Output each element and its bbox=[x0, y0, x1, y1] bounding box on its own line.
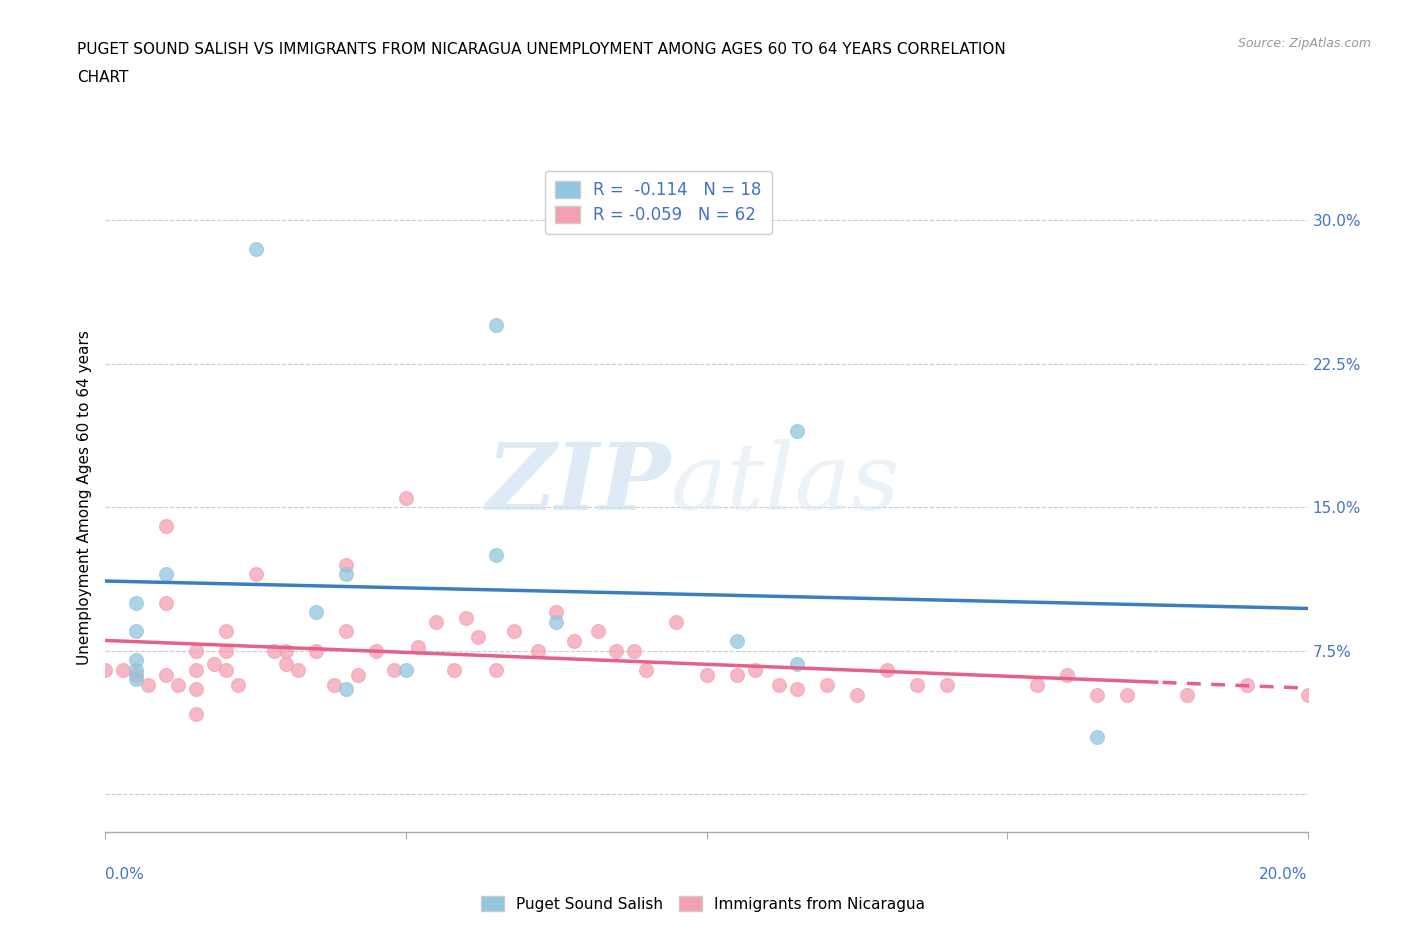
Point bbox=[155, 595, 177, 610]
Point bbox=[786, 657, 808, 671]
Y-axis label: Unemployment Among Ages 60 to 64 years: Unemployment Among Ages 60 to 64 years bbox=[77, 330, 93, 665]
Point bbox=[425, 615, 447, 630]
Point bbox=[725, 668, 748, 683]
Point bbox=[124, 668, 146, 683]
Point bbox=[184, 706, 207, 721]
Point bbox=[485, 662, 508, 677]
Point bbox=[588, 624, 610, 639]
Point bbox=[665, 615, 688, 630]
Point bbox=[467, 630, 489, 644]
Text: PUGET SOUND SALISH VS IMMIGRANTS FROM NICARAGUA UNEMPLOYMENT AMONG AGES 60 TO 64: PUGET SOUND SALISH VS IMMIGRANTS FROM NI… bbox=[77, 42, 1007, 57]
Point bbox=[245, 566, 267, 581]
Point bbox=[395, 490, 418, 505]
Point bbox=[845, 687, 868, 702]
Point bbox=[1296, 687, 1319, 702]
Point bbox=[112, 662, 135, 677]
Point bbox=[274, 644, 297, 658]
Point bbox=[364, 644, 387, 658]
Point bbox=[335, 566, 357, 581]
Point bbox=[184, 644, 207, 658]
Point bbox=[166, 678, 188, 693]
Point bbox=[443, 662, 465, 677]
Point bbox=[184, 682, 207, 697]
Point bbox=[124, 653, 146, 668]
Point bbox=[124, 662, 146, 677]
Point bbox=[214, 662, 236, 677]
Point bbox=[605, 644, 627, 658]
Point bbox=[546, 604, 568, 619]
Point bbox=[725, 633, 748, 648]
Point bbox=[744, 662, 766, 677]
Point bbox=[395, 662, 418, 677]
Point bbox=[485, 318, 508, 333]
Point bbox=[696, 668, 718, 683]
Point bbox=[94, 662, 117, 677]
Point bbox=[562, 633, 585, 648]
Point bbox=[226, 678, 249, 693]
Point bbox=[214, 624, 236, 639]
Point bbox=[335, 624, 357, 639]
Text: Source: ZipAtlas.com: Source: ZipAtlas.com bbox=[1237, 37, 1371, 50]
Point bbox=[623, 644, 645, 658]
Legend: R =  -0.114   N = 18, R = -0.059   N = 62: R = -0.114 N = 18, R = -0.059 N = 62 bbox=[546, 171, 772, 234]
Point bbox=[335, 682, 357, 697]
Point bbox=[124, 624, 146, 639]
Point bbox=[124, 671, 146, 686]
Point bbox=[382, 662, 405, 677]
Point bbox=[322, 678, 344, 693]
Point bbox=[876, 662, 898, 677]
Point bbox=[124, 595, 146, 610]
Text: 20.0%: 20.0% bbox=[1260, 867, 1308, 882]
Point bbox=[305, 644, 328, 658]
Point bbox=[1175, 687, 1198, 702]
Legend: Puget Sound Salish, Immigrants from Nicaragua: Puget Sound Salish, Immigrants from Nica… bbox=[475, 889, 931, 918]
Point bbox=[136, 678, 159, 693]
Point bbox=[274, 657, 297, 671]
Point bbox=[936, 678, 959, 693]
Point bbox=[503, 624, 526, 639]
Point bbox=[1085, 687, 1108, 702]
Point bbox=[263, 644, 285, 658]
Point bbox=[335, 557, 357, 572]
Point bbox=[155, 668, 177, 683]
Point bbox=[815, 678, 838, 693]
Text: ZIP: ZIP bbox=[486, 439, 671, 529]
Point bbox=[768, 678, 790, 693]
Text: CHART: CHART bbox=[77, 70, 129, 85]
Point bbox=[406, 639, 429, 654]
Point bbox=[155, 519, 177, 534]
Point bbox=[155, 566, 177, 581]
Point bbox=[287, 662, 309, 677]
Text: atlas: atlas bbox=[671, 439, 900, 529]
Point bbox=[527, 644, 550, 658]
Point bbox=[1085, 729, 1108, 744]
Point bbox=[485, 548, 508, 563]
Point bbox=[1116, 687, 1139, 702]
Point bbox=[636, 662, 658, 677]
Text: 0.0%: 0.0% bbox=[105, 867, 145, 882]
Point bbox=[786, 682, 808, 697]
Point bbox=[786, 423, 808, 438]
Point bbox=[347, 668, 370, 683]
Point bbox=[1236, 678, 1258, 693]
Point bbox=[454, 611, 477, 626]
Point bbox=[245, 242, 267, 257]
Point bbox=[184, 662, 207, 677]
Point bbox=[305, 604, 328, 619]
Point bbox=[214, 644, 236, 658]
Point bbox=[202, 657, 225, 671]
Point bbox=[1056, 668, 1078, 683]
Point bbox=[905, 678, 928, 693]
Point bbox=[1026, 678, 1049, 693]
Point bbox=[546, 615, 568, 630]
